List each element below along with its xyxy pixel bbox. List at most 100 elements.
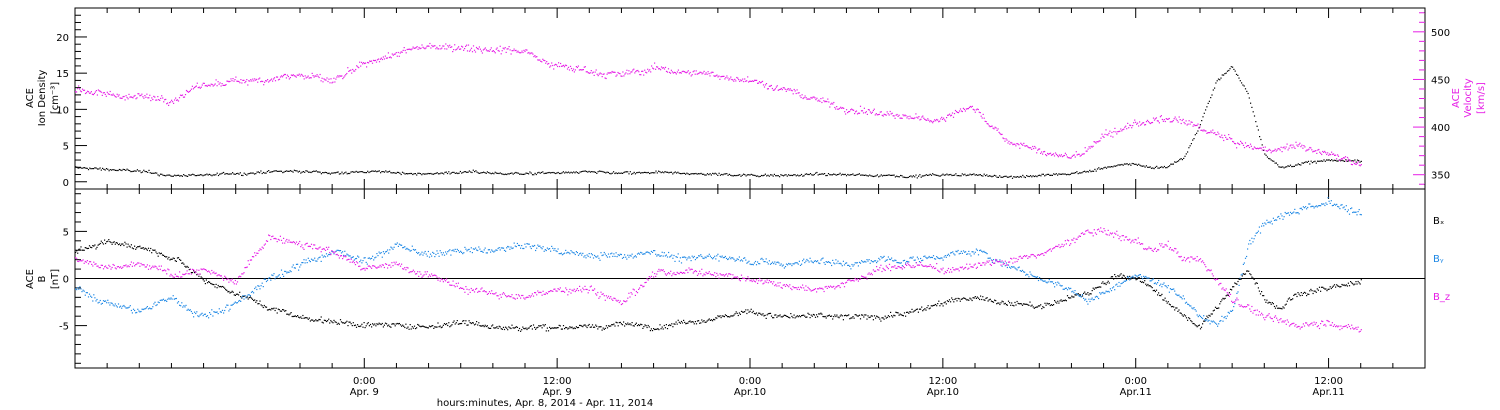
velocity-point (188, 91, 190, 93)
density-point (762, 175, 764, 177)
velocity-point (249, 80, 251, 82)
velocity-point (452, 51, 454, 53)
Bx-point (338, 323, 340, 325)
velocity-point (563, 64, 565, 66)
velocity-point (312, 75, 314, 77)
velocity-point (624, 73, 626, 75)
By-point (1149, 280, 1151, 282)
By-point (1303, 207, 1306, 209)
velocity-point (337, 75, 339, 77)
By-point (596, 256, 598, 258)
Bx-point (342, 322, 344, 324)
By-point (405, 248, 407, 250)
Bx-point (485, 325, 487, 328)
velocity-point (520, 52, 522, 54)
By-point (1087, 303, 1089, 305)
velocity-point (701, 73, 703, 75)
velocity-point (365, 62, 367, 64)
By-point (139, 311, 141, 313)
Bx-point (1199, 328, 1202, 330)
velocity-point (1103, 136, 1105, 138)
By-point (454, 248, 456, 250)
Bx-point (846, 315, 848, 317)
velocity-point (994, 126, 996, 128)
velocity-point (175, 97, 177, 99)
By-point (266, 279, 269, 281)
velocity-point (1107, 134, 1109, 136)
density-point (633, 171, 635, 173)
density-point (588, 170, 590, 172)
velocity-point (622, 71, 624, 73)
density-point (1156, 165, 1158, 167)
top-panel-frame (74, 7, 1426, 190)
velocity-point (1042, 153, 1044, 155)
density-point (575, 171, 577, 173)
By-point (908, 261, 910, 263)
Bx-point (346, 320, 348, 322)
By-point (1333, 203, 1336, 205)
velocity-point (587, 72, 589, 74)
Bx-point (431, 325, 433, 327)
By-point (206, 315, 209, 317)
By-point (797, 263, 799, 265)
velocity-point (1077, 153, 1079, 155)
density-point (884, 174, 886, 177)
By-point (712, 258, 714, 260)
velocity-point (380, 57, 382, 59)
Bx-point (77, 252, 79, 254)
velocity-point (255, 79, 257, 81)
density-point (183, 174, 185, 176)
By-point (713, 257, 715, 259)
By-point (380, 252, 382, 254)
Bx-point (1221, 299, 1223, 301)
density-point (830, 174, 832, 176)
velocity-point (1026, 145, 1028, 147)
Bx-point (216, 287, 218, 289)
By-point (958, 253, 960, 255)
Bx-point (1068, 297, 1070, 299)
density-point (365, 172, 368, 174)
By-point (409, 250, 411, 252)
By-point (180, 305, 182, 307)
velocity-point (911, 117, 913, 119)
velocity-point (304, 75, 306, 77)
velocity-point (1079, 155, 1081, 157)
By-point (1266, 219, 1268, 221)
density-point (1221, 74, 1223, 76)
density-point (314, 170, 316, 172)
velocity-point (131, 96, 133, 98)
By-point (465, 248, 467, 250)
density-point (609, 172, 611, 175)
velocity-point (1321, 153, 1323, 156)
Bx-point (411, 326, 413, 328)
velocity-point (754, 79, 756, 81)
By-point (1013, 266, 1015, 268)
velocity-point (1329, 153, 1331, 155)
density-point (674, 171, 676, 173)
Bx-point (330, 320, 332, 322)
Bx-point (958, 298, 960, 300)
velocity-point (825, 100, 827, 102)
Bx-point (541, 327, 543, 329)
By-point (1133, 277, 1135, 279)
density-point (525, 172, 527, 174)
density-point (150, 172, 153, 174)
velocity-point (1198, 127, 1200, 129)
velocity-point (808, 98, 810, 100)
Bx-point (1292, 298, 1294, 300)
By-point (873, 260, 876, 262)
Bx-point (522, 326, 524, 328)
By-point (1312, 205, 1314, 207)
density-point (1176, 160, 1178, 163)
By-point (313, 259, 315, 261)
density-point (1086, 170, 1088, 173)
By-point (344, 250, 346, 252)
density-point (911, 176, 913, 178)
By-point (1160, 283, 1162, 285)
density-point (463, 171, 465, 173)
By-point (716, 255, 718, 257)
velocity-point (895, 114, 897, 116)
Bx-point (182, 262, 184, 264)
velocity-point (733, 80, 735, 82)
Bx-point (644, 324, 646, 326)
